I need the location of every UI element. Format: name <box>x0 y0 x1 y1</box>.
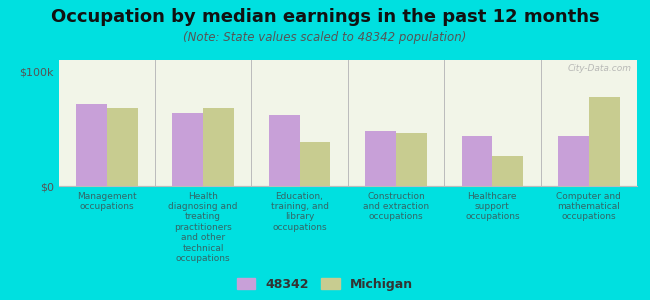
Bar <box>396 133 427 186</box>
Bar <box>300 142 330 186</box>
Bar <box>107 108 138 186</box>
Bar <box>172 113 203 186</box>
Text: City-Data.com: City-Data.com <box>567 64 631 73</box>
Text: Occupation by median earnings in the past 12 months: Occupation by median earnings in the pas… <box>51 8 599 26</box>
Bar <box>558 136 589 186</box>
Legend: 48342, Michigan: 48342, Michigan <box>237 278 413 291</box>
Bar <box>203 108 234 186</box>
Bar <box>268 115 300 186</box>
Text: (Note: State values scaled to 48342 population): (Note: State values scaled to 48342 popu… <box>183 32 467 44</box>
Bar <box>493 156 523 186</box>
Bar <box>76 103 107 186</box>
Bar <box>462 136 492 186</box>
Bar <box>589 97 619 186</box>
Bar <box>365 131 396 186</box>
